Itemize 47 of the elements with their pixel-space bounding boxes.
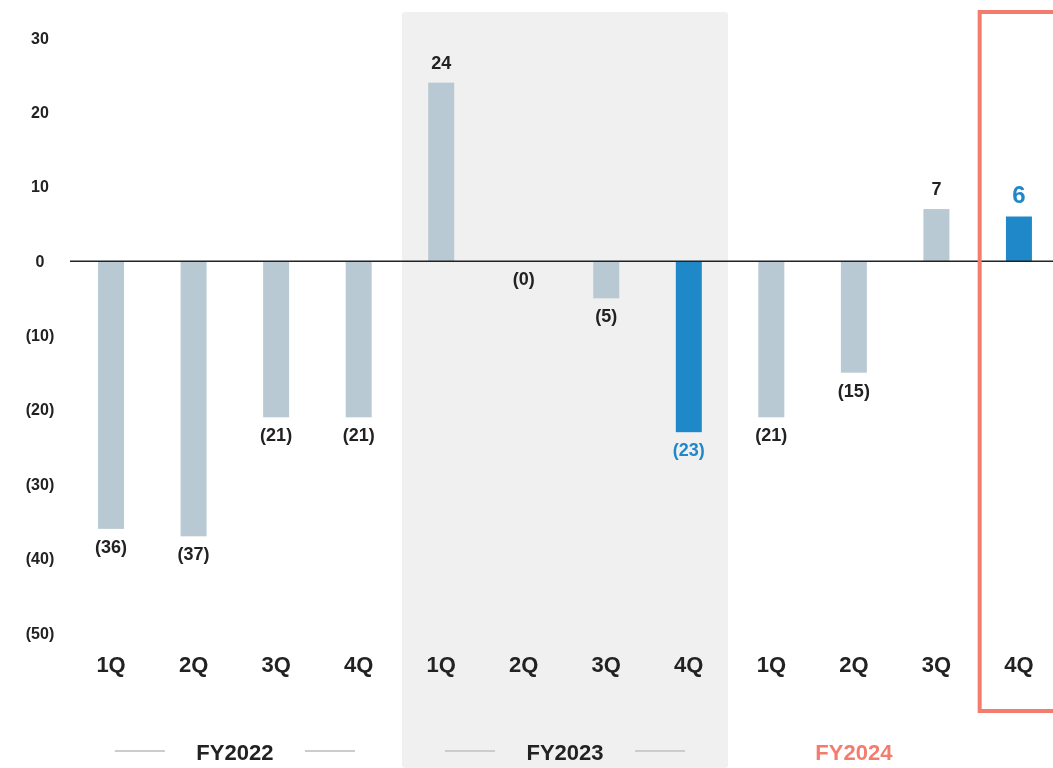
y-tick-label: (40) — [25, 550, 55, 568]
x-tick-label: 1Q — [426, 652, 456, 677]
y-tick-label: 0 — [35, 252, 45, 270]
data-label: (23) — [672, 440, 705, 461]
y-tick-label: (10) — [25, 327, 55, 345]
x-tick-label: 1Q — [756, 652, 787, 677]
data-label: 7 — [931, 179, 942, 200]
x-tick-label: 2Q — [178, 652, 209, 677]
x-tick-label: 3Q — [261, 652, 291, 677]
y-tick-label: 20 — [31, 103, 49, 121]
bar — [923, 209, 950, 262]
x-tick-label: 1Q — [96, 652, 126, 677]
data-label: 6 — [1012, 180, 1026, 208]
text: FY2023 — [526, 740, 604, 765]
data-label: (5) — [595, 306, 618, 327]
data-label: (21) — [260, 425, 293, 446]
text: FY2024 — [815, 740, 894, 765]
y-tick-label: (50) — [25, 624, 55, 642]
bar — [840, 261, 867, 373]
x-tick-label: 4Q — [1004, 652, 1034, 677]
y-tick-label: 10 — [31, 178, 49, 196]
data-label: (15) — [837, 380, 870, 401]
y-tick-label: (20) — [25, 401, 55, 419]
bar — [1005, 216, 1032, 262]
bar — [675, 261, 702, 433]
x-tick-label: 4Q — [343, 652, 374, 677]
y-tick-label: (30) — [25, 475, 55, 493]
data-label: 24 — [431, 52, 452, 73]
bar — [345, 261, 372, 418]
bar — [263, 261, 290, 418]
bar — [428, 82, 455, 262]
x-tick-label: 3Q — [591, 652, 621, 677]
data-label: (21) — [342, 425, 375, 446]
bar — [98, 261, 125, 529]
x-tick-label: 4Q — [674, 652, 704, 677]
y-tick-label: 30 — [31, 29, 49, 47]
bar — [758, 261, 785, 418]
data-label: (37) — [177, 544, 210, 565]
data-label: (36) — [95, 536, 128, 557]
data-label: (0) — [512, 269, 535, 290]
text: FY2022 — [196, 740, 274, 765]
bar — [180, 261, 207, 537]
x-tick-label: 2Q — [839, 652, 869, 677]
x-tick-label: 3Q — [921, 652, 952, 677]
x-tick-label: 2Q — [509, 652, 539, 677]
data-label: (21) — [755, 425, 788, 446]
bar — [593, 261, 620, 299]
